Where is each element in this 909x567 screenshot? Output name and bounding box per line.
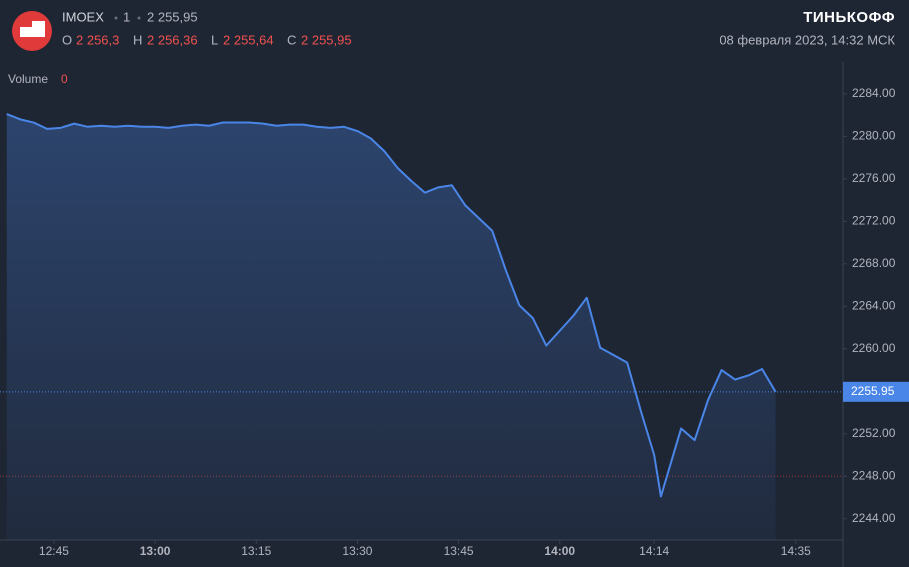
x-tick-label: 14:14 bbox=[639, 544, 669, 558]
last-price-label: 2255.95 bbox=[851, 384, 895, 398]
ohlc-label: C bbox=[287, 32, 296, 47]
x-tick-label: 12:45 bbox=[39, 544, 69, 558]
area-fill bbox=[6, 114, 776, 540]
y-tick-label: 2260.00 bbox=[852, 341, 896, 355]
x-tick-label: 14:00 bbox=[544, 544, 575, 558]
y-tick-label: 2268.00 bbox=[852, 256, 896, 270]
y-tick-label: 2244.00 bbox=[852, 511, 896, 525]
interval: 1 bbox=[123, 9, 130, 24]
price-line bbox=[6, 113, 777, 498]
y-tick-label: 2276.00 bbox=[852, 171, 896, 185]
price: 2 255,95 bbox=[147, 9, 198, 24]
ohlc-label: O bbox=[62, 32, 72, 47]
volume-value: 0 bbox=[61, 72, 68, 86]
ohlc-value: 2 255,95 bbox=[301, 32, 352, 47]
ohlc-value: 2 256,3 bbox=[76, 32, 119, 47]
separator bbox=[114, 16, 118, 20]
y-tick-label: 2284.00 bbox=[852, 86, 896, 100]
ohlc-label: L bbox=[211, 32, 218, 47]
x-tick-label: 13:00 bbox=[140, 544, 171, 558]
y-tick-label: 2252.00 bbox=[852, 426, 896, 440]
symbol: IMOEX bbox=[62, 9, 104, 24]
brand: ТИНЬКОФФ bbox=[803, 9, 895, 26]
volume-label: Volume bbox=[8, 72, 48, 86]
y-tick-label: 2280.00 bbox=[852, 129, 896, 143]
x-tick-label: 14:35 bbox=[781, 544, 811, 558]
x-tick-label: 13:45 bbox=[444, 544, 474, 558]
x-tick-label: 13:30 bbox=[342, 544, 372, 558]
timestamp: 08 февраля 2023, 14:32 МСК bbox=[719, 32, 895, 47]
ohlc-value: 2 255,64 bbox=[223, 32, 274, 47]
ohlc-value: 2 256,36 bbox=[147, 32, 198, 47]
last-price-tag bbox=[843, 381, 909, 402]
logo bbox=[12, 11, 52, 51]
ohlc-label: H bbox=[133, 32, 142, 47]
y-tick-label: 2272.00 bbox=[852, 214, 896, 228]
x-tick-label: 13:15 bbox=[241, 544, 271, 558]
y-tick-label: 2248.00 bbox=[852, 468, 896, 482]
y-tick-label: 2264.00 bbox=[852, 298, 896, 312]
separator bbox=[137, 16, 141, 20]
